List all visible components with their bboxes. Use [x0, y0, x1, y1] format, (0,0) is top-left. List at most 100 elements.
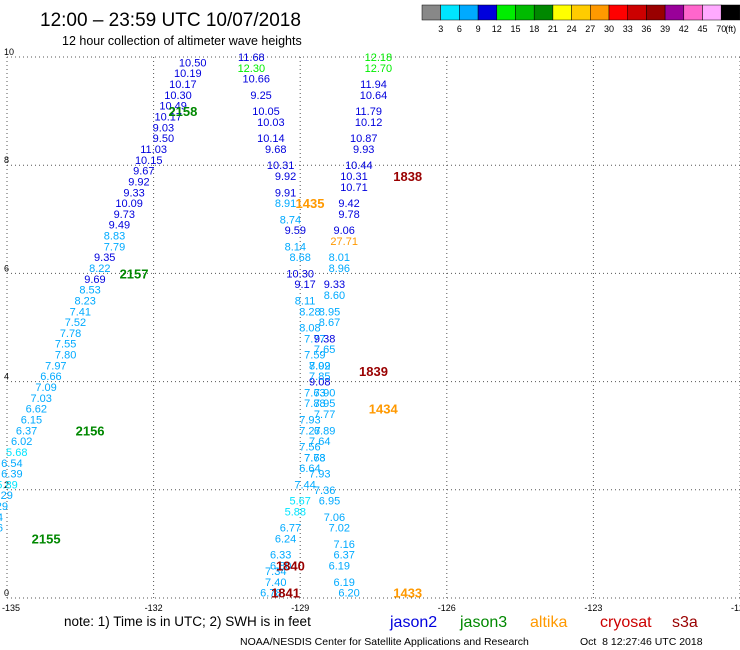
- pass-number-label: 2157: [120, 266, 149, 281]
- wave-height-label: 7.36: [314, 485, 335, 497]
- wave-height-label: 7.03: [30, 393, 51, 405]
- wave-height-label: 6.66: [40, 371, 61, 383]
- wave-height-label: 10.03: [257, 117, 285, 129]
- wave-height-label: 9.06: [333, 225, 354, 237]
- color-scale-label: 24: [567, 24, 577, 34]
- pass-number-label: 1433: [393, 586, 422, 601]
- legend-jason3: jason3: [459, 614, 507, 631]
- x-tick-label: -123: [584, 603, 602, 613]
- wave-height-label: 8.02: [309, 360, 330, 372]
- wave-height-label: 6.37: [16, 425, 37, 437]
- wave-height-label: 9.25: [250, 90, 271, 102]
- pass-number-label: 1841: [271, 586, 300, 601]
- wave-height-label: 12.18: [365, 52, 393, 64]
- wave-height-label: 9.08: [309, 377, 330, 389]
- wave-height-label: 7.99: [309, 360, 330, 372]
- x-tick-label: -129: [291, 603, 309, 613]
- pass-number-label: 1839: [359, 364, 388, 379]
- pass-number-label: 1435: [296, 196, 325, 211]
- wave-height-label: 7.59: [304, 350, 325, 362]
- wave-height-label: 9.73: [114, 209, 135, 221]
- wave-height-label: 9.92: [275, 171, 296, 183]
- wave-height-label: 10.71: [340, 182, 368, 194]
- wave-height-label: 7.56: [299, 442, 320, 454]
- wave-height-label: 10.30: [286, 268, 314, 280]
- wave-height-label: 10.50: [179, 57, 207, 69]
- wave-height-label: 12.30: [238, 63, 266, 75]
- color-scale-label: 45: [697, 24, 707, 34]
- wave-height-label: 7.44: [294, 479, 315, 491]
- y-axis: 0 2 4 6 8 10: [4, 47, 14, 598]
- wave-height-label: 7.55: [55, 339, 76, 351]
- wave-height-label: 9.69: [84, 274, 105, 286]
- x-tick-label: -120: [731, 603, 740, 613]
- wave-height-label: 10.87: [350, 133, 378, 145]
- wave-height-label: 11.79: [355, 106, 382, 118]
- wave-height-label: 8.22: [89, 263, 110, 275]
- y-tick-label: 4: [4, 372, 9, 382]
- wave-height-label: 9.67: [133, 166, 154, 178]
- color-swatch: [421, 4, 441, 21]
- y-tick-label: 2: [4, 480, 9, 490]
- wave-height-label: 27.71: [330, 236, 358, 248]
- legend-jason2: jason2: [389, 614, 437, 631]
- wave-height-label: 7.41: [70, 306, 91, 318]
- wave-height-label: 10.30: [164, 90, 192, 102]
- wave-height-label: 10.19: [174, 68, 202, 80]
- wave-height-label: 10.31: [267, 160, 295, 172]
- wave-height-label: 6.02: [11, 436, 32, 448]
- wave-height-label: 5.89: [0, 479, 18, 491]
- wave-height-label: 6.33: [270, 550, 291, 562]
- wave-height-label: 7.93: [299, 414, 320, 426]
- wave-height-label: 10.09: [115, 198, 143, 210]
- wave-height-label: 8.67: [319, 317, 340, 329]
- wave-height-label: 11.68: [238, 52, 265, 64]
- wave-height-label: 9.42: [338, 198, 359, 210]
- wave-height-label: 8.53: [79, 285, 100, 297]
- chart-subtitle: 12 hour collection of altimeter wave hei…: [62, 34, 302, 48]
- color-scale: 3 6 9 12 15 18 21 24 27 30 33 36 39 42 45 70(ft): [421, 4, 740, 34]
- wave-height-label: 10.44: [345, 160, 373, 172]
- x-axis: -135 -132 -129 -126 -123 -120: [2, 603, 740, 613]
- wave-height-points: 10.5010.1910.1710.3010.4910.179.039.5011…: [0, 52, 392, 600]
- wave-height-label: 6.54: [1, 458, 22, 470]
- legend-cryosat: cryosat: [600, 614, 652, 631]
- wave-height-label: 10.49: [159, 101, 187, 113]
- color-swatch: [571, 4, 591, 21]
- y-tick-label: 8: [4, 155, 9, 165]
- wave-height-label: 9.59: [285, 225, 306, 237]
- y-tick-label: 0: [4, 588, 9, 598]
- wave-height-label: 10.64: [360, 90, 388, 102]
- wave-height-label: 7.77: [314, 409, 335, 421]
- wave-height-label: 7.88: [304, 398, 325, 410]
- color-scale-label: 12: [492, 24, 502, 34]
- wave-height-label: 10.15: [135, 155, 163, 167]
- wave-height-label: 6.19: [333, 577, 354, 589]
- wave-height-label: 6.39: [1, 469, 22, 481]
- color-swatch: [459, 4, 479, 21]
- wave-height-label: 6.80: [270, 561, 291, 573]
- wave-height-label: 9.93: [353, 144, 374, 156]
- wave-height-label: 8.08: [299, 323, 320, 335]
- wave-height-label: 9.91: [275, 187, 296, 199]
- wave-height-label: 10.17: [154, 112, 182, 124]
- color-scale-label: 39: [660, 24, 670, 34]
- wave-height-label: 12.70: [365, 63, 393, 75]
- wave-height-label: 6.37: [333, 550, 354, 562]
- color-scale-label: 9: [476, 24, 481, 34]
- wave-height-label: 7.06: [324, 512, 345, 524]
- wave-height-label: 9.68: [265, 144, 286, 156]
- wave-height-label: 6.62: [26, 404, 47, 416]
- wave-height-label: 10.17: [169, 79, 197, 91]
- wave-height-label: 7.65: [314, 344, 335, 356]
- color-scale-unit: (ft): [725, 24, 736, 34]
- wave-height-label: 7.80: [55, 350, 76, 362]
- footer-note: note: 1) Time is in UTC; 2) SWH is in fe…: [64, 614, 311, 629]
- wave-height-label: 9.50: [153, 133, 174, 145]
- wave-height-label: 9.03: [153, 122, 174, 134]
- wave-height-label: 7.40: [265, 577, 286, 589]
- wave-height-label: 7.16: [333, 539, 354, 551]
- x-tick-label: -126: [438, 603, 456, 613]
- wave-height-label: 9.92: [128, 176, 149, 188]
- wave-height-label: 6.89: [314, 425, 335, 437]
